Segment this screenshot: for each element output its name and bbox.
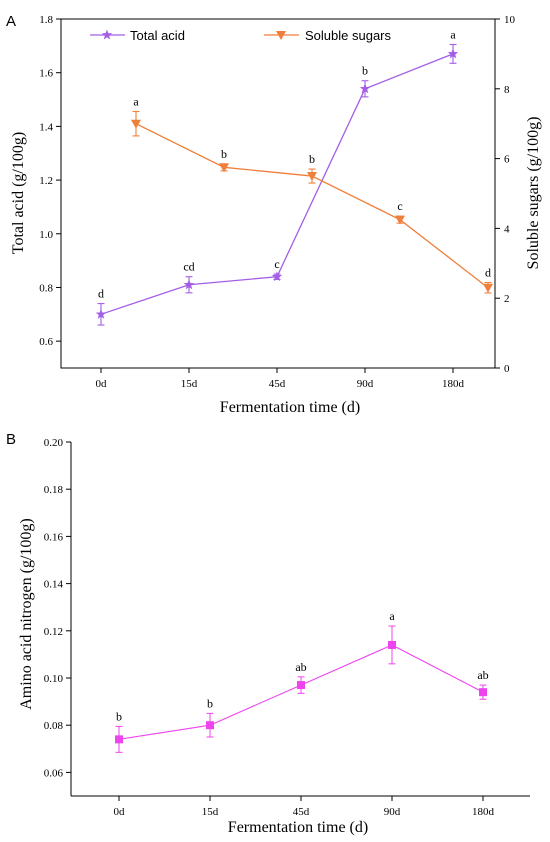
- data-point: [307, 172, 317, 182]
- panel-a-left-axis-title: Total acid (g/100g): [10, 132, 27, 254]
- panel-a-right-axis-title: Soluble sugars (g/100g): [525, 117, 542, 270]
- panel-a-right-tick-label: 10: [504, 14, 516, 26]
- significance-label: d: [98, 287, 104, 301]
- data-point: [479, 688, 487, 697]
- panel-a-right-tick-label: 4: [504, 223, 510, 235]
- panel-b-y-tick-label: 0.06: [44, 767, 64, 779]
- panel-b-y-tick-label: 0.10: [44, 673, 64, 685]
- panel-a-x-tick-label: 0d: [96, 378, 108, 390]
- panel-b-x-tick-label: 0d: [114, 806, 126, 818]
- panel-a-x-tick-label: 180d: [442, 378, 465, 390]
- legend-soluble-sugars-marker: [276, 31, 286, 40]
- panel-b-x-tick-label: 45d: [293, 806, 310, 818]
- panel-a-right-tick-label: 6: [504, 154, 510, 166]
- panel-b-y-tick-label: 0.08: [44, 720, 64, 732]
- legend-soluble-sugars-label: Soluble sugars: [305, 28, 391, 43]
- significance-label: b: [207, 696, 213, 710]
- panel-a-left-tick-label: 0.8: [39, 282, 53, 294]
- panel-b-axes-frame: [70, 442, 530, 797]
- data-point: [131, 119, 141, 129]
- significance-label: ab: [295, 660, 306, 674]
- data-point: [297, 681, 305, 690]
- panel-a-left-tick-label: 1.8: [39, 14, 53, 26]
- significance-label: b: [309, 152, 315, 166]
- significance-label: a: [133, 94, 139, 108]
- panel-a-left-tick-label: 1.4: [39, 121, 53, 133]
- panel-a-x-tick-label: 90d: [357, 378, 374, 390]
- panel-a-left-tick-label: 0.6: [39, 336, 53, 348]
- panel-b-y-tick-label: 0.18: [44, 484, 64, 496]
- data-point: [395, 215, 405, 225]
- panel-b-x-tick-label: 90d: [384, 806, 401, 818]
- significance-label: a: [389, 609, 395, 623]
- panel-b-y-tick-label: 0.12: [44, 626, 63, 638]
- data-point: [359, 83, 371, 94]
- panel-a-left-axis: 0.6 0.8 1.0 1.2 1.4 1.6 1.8: [39, 14, 61, 348]
- significance-label: c: [274, 257, 279, 271]
- data-point: [388, 640, 396, 649]
- data-point: [183, 279, 195, 290]
- legend-total-acid-marker: [101, 29, 113, 40]
- panel-b-series: b b ab a ab: [115, 609, 489, 753]
- panel-a-x-tick-label: 45d: [269, 378, 286, 390]
- significance-label: b: [362, 64, 368, 78]
- panel-a-left-tick-label: 1.6: [39, 68, 53, 80]
- panel-a-legend: Total acid Soluble sugars: [90, 28, 391, 43]
- panel-b-y-tick-label: 0.16: [44, 531, 64, 543]
- data-point: [447, 48, 459, 59]
- panel-b-y-tick-label: 0.20: [44, 437, 64, 449]
- panel-b-label: B: [6, 431, 16, 448]
- panel-a-plot-frame: [60, 18, 496, 369]
- panel-a-right-axis: 0 2 4 6 8 10: [495, 14, 516, 375]
- panel-b-x-axis: 0d 15d 45d 90d 180d: [114, 796, 495, 818]
- data-point: [219, 163, 229, 173]
- panel-b-y-axis-title: Amino acid nitrogen (g/100g): [18, 518, 35, 710]
- series-amino-acid-nitrogen: b b ab a ab: [115, 609, 489, 753]
- series-soluble-sugars: ab bcd: [131, 94, 493, 294]
- significance-label: b: [221, 147, 227, 161]
- star-marker-icon: [101, 29, 113, 40]
- panel-b-y-axis: 0.06 0.08 0.10 0.12 0.14 0.16 0.18 0.20: [44, 437, 71, 779]
- legend-total-acid-label: Total acid: [130, 28, 185, 43]
- panel-b-y-tick-label: 0.14: [44, 579, 64, 591]
- panel-a-left-tick-label: 1.2: [39, 175, 53, 187]
- significance-label: ab: [477, 668, 488, 682]
- panel-b: B 0.06 0.08 0.10 0.12 0.14 0.16 0.18 0.20 0d 15d…: [6, 431, 530, 836]
- panel-a: A 0.6 0.8 1.0 1.2 1.4 1.6 1.8 0 2 4 6 8 10 0d 15d 45d…: [6, 13, 542, 416]
- panel-a-x-tick-label: 15d: [181, 378, 198, 390]
- panel-a-x-axis-title: Fermentation time (d): [220, 399, 360, 416]
- data-point: [271, 271, 283, 282]
- panel-b-x-tick-label: 180d: [472, 806, 495, 818]
- significance-label: b: [116, 709, 122, 723]
- data-point: [483, 283, 493, 293]
- triangle-marker-icon: [276, 31, 286, 40]
- significance-label: a: [450, 28, 456, 42]
- panel-a-right-tick-label: 2: [504, 293, 510, 305]
- series-total-acid: d cd c b a: [95, 28, 459, 326]
- panel-a-x-axis: 0d 15d 45d 90d 180d: [96, 368, 465, 390]
- panel-a-right-tick-label: 8: [504, 84, 510, 96]
- significance-label: c: [397, 199, 402, 213]
- significance-label: d: [485, 265, 491, 279]
- panel-b-x-tick-label: 15d: [202, 806, 219, 818]
- panel-a-label: A: [6, 13, 16, 30]
- panel-a-left-tick-label: 1.0: [39, 229, 53, 241]
- data-point: [206, 721, 214, 730]
- panel-b-x-axis-title: Fermentation time (d): [228, 819, 368, 836]
- significance-label: cd: [183, 260, 194, 274]
- data-point: [95, 308, 107, 319]
- data-point: [115, 735, 123, 744]
- panel-a-right-tick-label: 0: [504, 363, 510, 375]
